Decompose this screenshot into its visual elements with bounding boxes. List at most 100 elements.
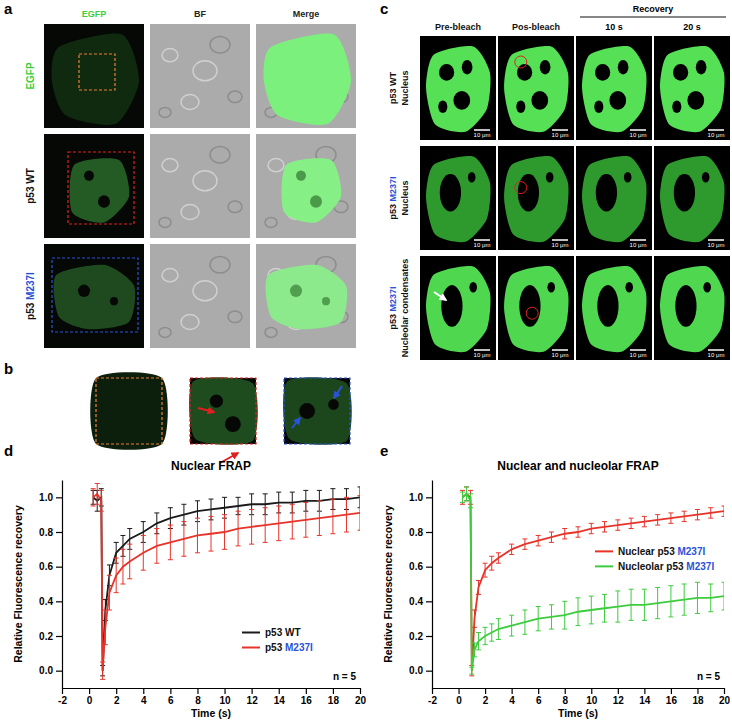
nucleus: [504, 266, 568, 352]
tick-label: 0: [87, 695, 93, 706]
legend: Nuclear p53 M237INucleolar p53 M237I: [595, 546, 714, 572]
tick-mark: [591, 688, 592, 694]
nucleolus: [540, 60, 551, 75]
y-axis: 0.00.20.40.60.81.0: [39, 481, 62, 689]
row-label: p53 WT: [388, 71, 398, 104]
image: 10 μm: [654, 256, 730, 360]
label-part: p53: [388, 204, 398, 220]
scale-bar-label: 10 μm: [552, 352, 569, 358]
bf-texture: [181, 205, 199, 220]
tick-mark: [644, 688, 645, 694]
tick-label: -2: [428, 695, 437, 706]
tick: 0.8: [409, 527, 432, 538]
scale-bar-label: 10 μm: [708, 132, 725, 138]
image-background: [420, 146, 496, 250]
image: 10 μm: [420, 36, 496, 140]
error-bar: [91, 489, 96, 506]
tick: 20: [719, 688, 731, 706]
image: [150, 244, 250, 348]
row-label: p53 M237I: [388, 286, 398, 329]
column-header: EGFP: [82, 9, 107, 19]
nucleolus: [687, 91, 704, 110]
tick: -2: [58, 688, 67, 706]
label-part: p53: [388, 88, 398, 104]
y-axis-title: Relative Fluorescence recovery: [382, 505, 394, 663]
tick-label: 8: [195, 695, 201, 706]
arrow: [334, 386, 342, 398]
image: [256, 24, 356, 128]
tick-label: 8: [562, 695, 568, 706]
bleach-region: [515, 182, 527, 194]
column-header: Pre-bleach: [435, 22, 481, 32]
series-line: [93, 497, 360, 670]
nucleus: [70, 158, 130, 222]
image-background: [44, 24, 144, 128]
nucleus: [660, 266, 724, 352]
tick-mark: [485, 688, 486, 694]
bf-texture: [228, 201, 242, 213]
label-part: Nucleus: [400, 180, 410, 215]
zoom-box: [68, 152, 134, 224]
zoom-image: [283, 377, 352, 445]
bf-texture: [162, 49, 178, 62]
zoom-image: [189, 377, 258, 463]
nucleolus: [453, 91, 470, 110]
label-part: Nuclear: [618, 546, 655, 557]
image-background: [150, 244, 250, 348]
tick: 6: [168, 688, 174, 706]
bf-texture: [193, 61, 217, 81]
plot-area: [460, 487, 724, 676]
nucleolus: [618, 60, 629, 75]
bf-texture: [265, 327, 277, 337]
tick-label: 0.4: [39, 596, 53, 607]
tick: 0.0: [39, 665, 62, 676]
legend: p53 WTp53 M237I: [242, 627, 313, 653]
image-background: [576, 256, 652, 360]
tick: 0.4: [39, 596, 62, 607]
series-line: [93, 494, 360, 671]
tick-label: 12: [247, 695, 259, 706]
tick: 8: [562, 688, 568, 706]
tick-mark: [333, 688, 334, 694]
nucleolus: [519, 285, 540, 327]
tick-label: 4: [509, 695, 515, 706]
label-part: M237I: [388, 176, 398, 204]
nucleolus: [518, 174, 539, 211]
column-header: BF: [194, 9, 206, 19]
tick: 0.6: [39, 561, 62, 572]
label-part: EGFP: [25, 62, 36, 90]
tick-mark: [116, 688, 117, 694]
x-axis: -202468101214161820: [58, 688, 366, 706]
tick: 1.0: [39, 492, 62, 503]
row-label: Nucleus: [400, 180, 410, 215]
image-background: [498, 36, 574, 140]
nucleus: [426, 266, 490, 352]
tick: 16: [666, 688, 678, 706]
chart: dNuclear FRAPRelative Fluorescence recov…: [4, 442, 366, 719]
tick-label: 16: [301, 695, 313, 706]
tick-mark: [306, 688, 307, 694]
tick-label: 0.8: [409, 527, 423, 538]
nucleolus: [624, 172, 632, 182]
bleach-region: [515, 56, 527, 68]
legend-swatch: [595, 565, 613, 567]
chart-title: Nuclear FRAP: [171, 459, 251, 473]
tick-label: 0.6: [39, 561, 53, 572]
series-line: [463, 494, 724, 671]
x-axis: -202468101214161820: [428, 688, 730, 706]
image-background: [420, 256, 496, 360]
bleach-region: [526, 307, 538, 319]
label-part: p53: [388, 314, 398, 330]
scale-bar-label: 10 μm: [630, 242, 647, 248]
nucleolus: [210, 395, 223, 408]
image-background: [576, 36, 652, 140]
figure: aEGFPBFMergeEGFPp53 WTp53 M237IbcPre-ble…: [0, 0, 732, 723]
axis-line: [433, 688, 725, 689]
nucleolus: [439, 64, 454, 81]
nucleus: [504, 156, 568, 242]
bf-texture: [210, 36, 230, 53]
tick-label: 0.6: [409, 561, 423, 572]
tick-mark: [426, 601, 432, 602]
zoom-image: [90, 372, 168, 450]
legend-label: Nucleolar p53 M237I: [618, 561, 714, 572]
